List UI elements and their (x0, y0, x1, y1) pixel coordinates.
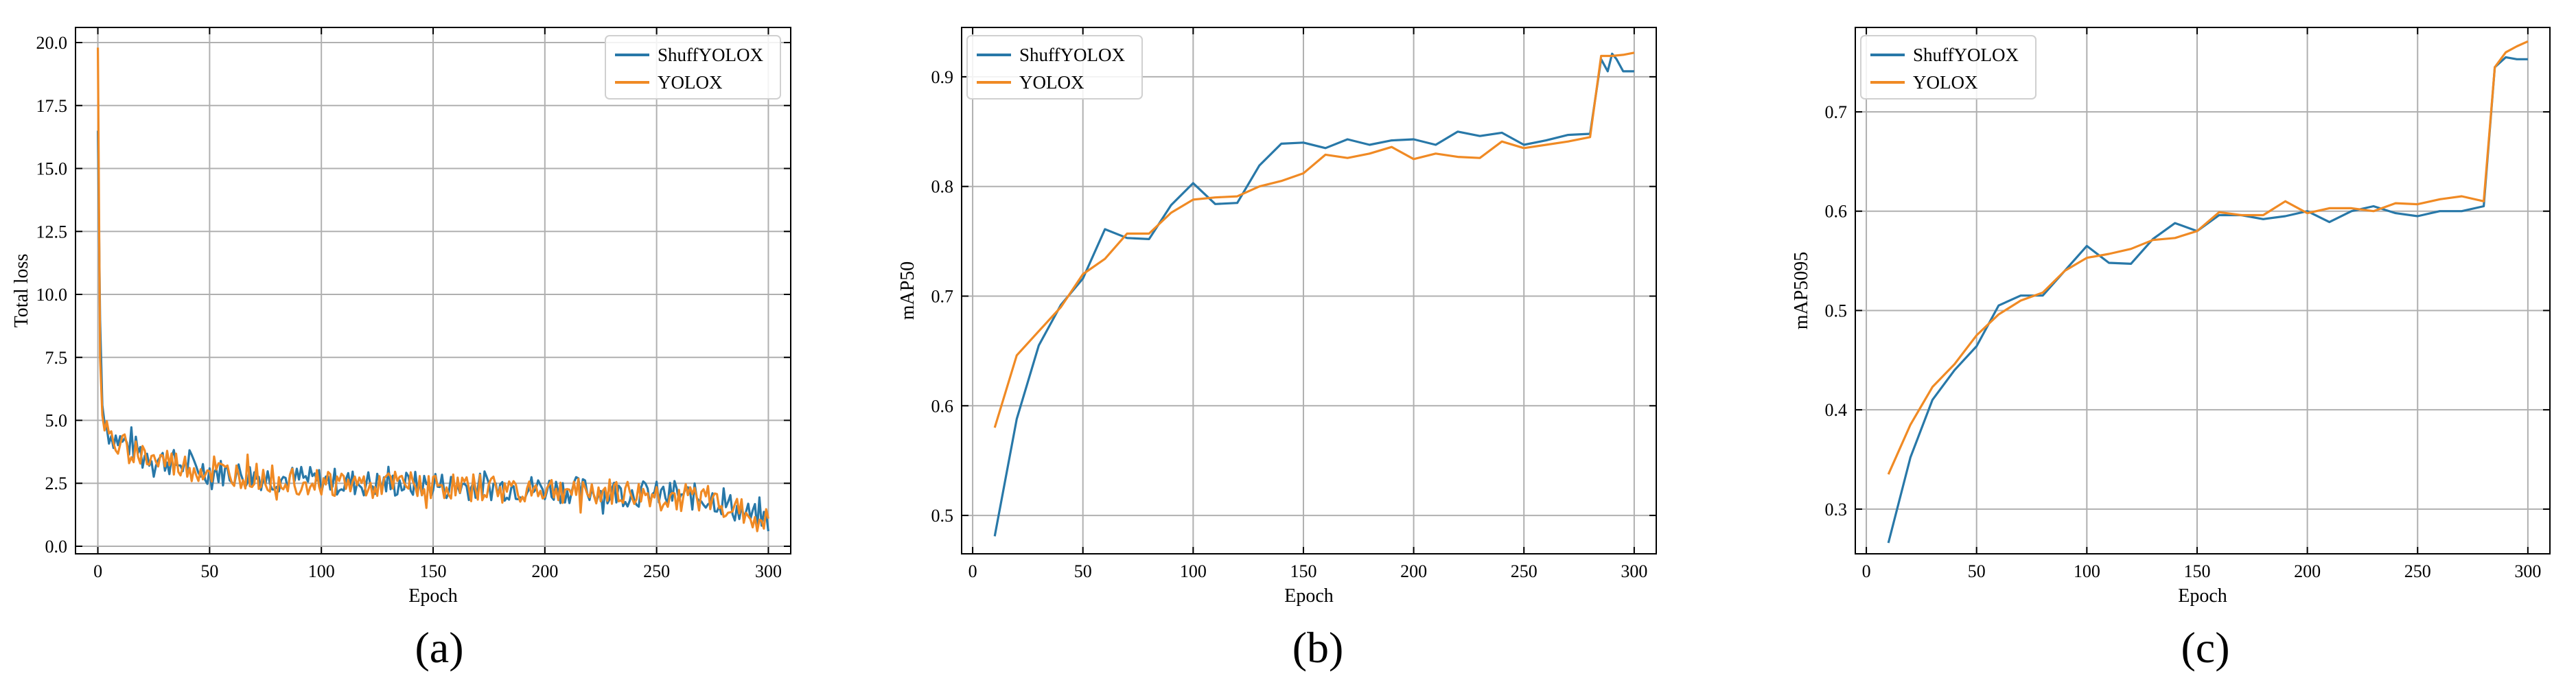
x-tick-label: 250 (643, 561, 670, 581)
axes-frame (961, 27, 1657, 554)
y-tick-label: 0.9 (931, 67, 954, 87)
y-tick-label: 0.7 (931, 286, 954, 306)
x-axis-label: Epoch (408, 585, 458, 607)
y-tick-label: 2.5 (45, 474, 68, 493)
chart-panel-0: 0 50 100 150 200 250 300 0.0 2.5 5.0 7.5 10.0 12.5 15… (11, 27, 791, 607)
y-tick-label: 0.0 (45, 537, 68, 557)
legend-label: YOLOX (1913, 72, 1978, 93)
x-tick-label: 0 (1862, 561, 1871, 581)
y-tick-label: 0.6 (931, 396, 954, 416)
y-tick-label: 0.5 (1825, 301, 1848, 320)
panel-label: (a) (415, 623, 463, 672)
x-tick-label: 200 (531, 561, 558, 581)
y-tick-label: 0.6 (1825, 202, 1848, 222)
panel-label: (b) (1292, 623, 1344, 672)
y-tick-label: 10.0 (36, 285, 68, 305)
x-tick-label: 300 (2514, 561, 2541, 581)
x-tick-label: 50 (1074, 561, 1092, 581)
y-tick-label: 15.0 (36, 159, 68, 179)
x-tick-label: 300 (755, 561, 782, 581)
chart-panel-2: 0 50 100 150 200 250 300 0.3 0.4 0.5 0.6 0.7 Epoch mA… (1791, 27, 2551, 607)
series-line-yolox (1887, 40, 2529, 475)
y-tick-label: 0.7 (1825, 102, 1848, 122)
series-line-yolox (993, 51, 1635, 428)
x-tick-label: 50 (1968, 561, 1986, 581)
y-tick-label: 0.5 (931, 506, 954, 526)
legend-label: ShuffYOLOX (1913, 45, 2019, 65)
y-tick-label: 0.8 (931, 177, 954, 197)
x-axis-label: Epoch (1284, 585, 1334, 607)
x-tick-label: 0 (93, 561, 102, 581)
y-tick-label: 0.3 (1825, 500, 1848, 519)
axes-frame (1855, 27, 2551, 554)
x-tick-label: 100 (2074, 561, 2100, 581)
x-tick-label: 150 (420, 561, 447, 581)
y-axis-label: mAP50 (897, 261, 918, 320)
x-tick-label: 0 (968, 561, 977, 581)
y-tick-label: 12.5 (36, 222, 68, 242)
y-tick-label: 0.4 (1825, 400, 1848, 420)
series-line-shuffyolox (97, 130, 769, 532)
x-tick-label: 300 (1621, 561, 1647, 581)
legend-label: ShuffYOLOX (658, 45, 763, 65)
y-axis-label: mAP5095 (1791, 252, 1812, 330)
x-tick-label: 50 (200, 561, 218, 581)
legend-label: YOLOX (658, 72, 723, 93)
y-tick-label: 5.0 (45, 410, 68, 430)
y-tick-label: 20.0 (36, 33, 68, 53)
x-axis-label: Epoch (2178, 585, 2227, 607)
legend-label: ShuffYOLOX (1019, 45, 1125, 65)
x-tick-label: 250 (1511, 561, 1538, 581)
x-tick-label: 200 (2294, 561, 2321, 581)
x-tick-label: 150 (2183, 561, 2210, 581)
legend-label: YOLOX (1019, 72, 1084, 93)
x-tick-label: 100 (1180, 561, 1207, 581)
series-line-yolox (97, 47, 769, 533)
x-tick-label: 100 (308, 561, 335, 581)
x-tick-label: 250 (2404, 561, 2431, 581)
series-line-shuffyolox (1887, 56, 2528, 544)
series-line-shuffyolox (993, 52, 1634, 537)
y-tick-label: 17.5 (36, 96, 68, 116)
x-tick-label: 150 (1290, 561, 1316, 581)
y-axis-label: Total loss (11, 254, 32, 328)
y-tick-label: 7.5 (45, 348, 68, 368)
panel-label: (c) (2181, 623, 2229, 672)
x-tick-label: 200 (1400, 561, 1427, 581)
chart-panel-1: 0 50 100 150 200 250 300 0.5 0.6 0.7 0.8 0.9 Epoch mA… (897, 27, 1657, 607)
